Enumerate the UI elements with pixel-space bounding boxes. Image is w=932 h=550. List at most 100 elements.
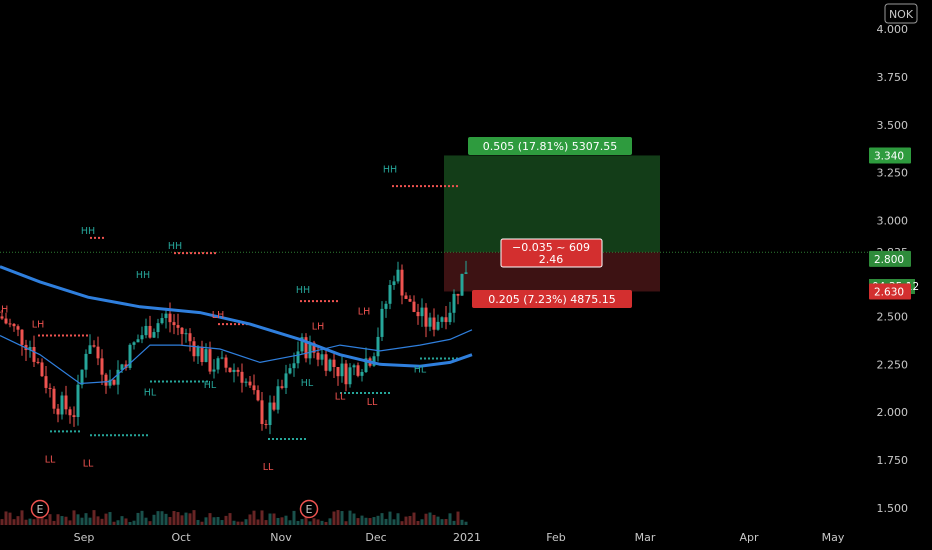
candle-body[interactable] xyxy=(8,323,12,325)
earnings-marker[interactable] xyxy=(299,499,319,519)
earnings-marker[interactable] xyxy=(30,499,50,519)
candle-body[interactable] xyxy=(420,307,424,317)
candle-body[interactable] xyxy=(256,390,260,401)
candle-body[interactable] xyxy=(88,345,92,354)
candle-body[interactable] xyxy=(336,367,340,377)
candle-body[interactable] xyxy=(432,317,436,330)
candle-body[interactable] xyxy=(320,354,324,360)
candle-body[interactable] xyxy=(0,316,4,319)
candle-body[interactable] xyxy=(156,323,160,333)
candle-body[interactable] xyxy=(32,346,36,362)
candle-body[interactable] xyxy=(444,317,448,323)
candle-body[interactable] xyxy=(308,342,312,359)
time-axis[interactable]: Sep Oct Nov Dec 2021 Feb Mar Apr May xyxy=(74,531,845,544)
candle-body[interactable] xyxy=(352,365,356,368)
candle-body[interactable] xyxy=(232,369,236,373)
candle-body[interactable] xyxy=(212,369,216,372)
candle-body[interactable] xyxy=(136,339,140,343)
candle-body[interactable] xyxy=(300,337,304,352)
candle-body[interactable] xyxy=(376,336,380,357)
candle-body[interactable] xyxy=(20,329,24,345)
candle-body[interactable] xyxy=(68,409,72,416)
candle-body[interactable] xyxy=(200,346,204,362)
candle-body[interactable] xyxy=(280,386,284,388)
candle-body[interactable] xyxy=(184,333,188,335)
candle-body[interactable] xyxy=(92,345,96,347)
candle-body[interactable] xyxy=(148,325,152,338)
candle-body[interactable] xyxy=(220,357,224,359)
candle-body[interactable] xyxy=(248,381,252,386)
position-zones[interactable] xyxy=(0,155,868,292)
candle-body[interactable] xyxy=(100,358,104,375)
candle-body[interactable] xyxy=(236,369,240,372)
candle-body[interactable] xyxy=(80,369,84,385)
candle-body[interactable] xyxy=(312,342,316,353)
candle-body[interactable] xyxy=(224,357,228,368)
candle-body[interactable] xyxy=(152,332,156,338)
candle-body[interactable] xyxy=(348,367,352,385)
candle-body[interactable] xyxy=(296,351,300,364)
candle-body[interactable] xyxy=(60,395,64,415)
candle-body[interactable] xyxy=(144,325,148,336)
candle-body[interactable] xyxy=(328,359,332,371)
candle-body[interactable] xyxy=(56,408,60,415)
candle-body[interactable] xyxy=(44,376,48,388)
candle-body[interactable] xyxy=(244,381,248,383)
candle-body[interactable] xyxy=(448,312,452,323)
candle-body[interactable] xyxy=(316,352,320,360)
candle-body[interactable] xyxy=(216,358,220,370)
candle-body[interactable] xyxy=(176,325,180,328)
candle-body[interactable] xyxy=(324,354,328,371)
candle-body[interactable] xyxy=(404,295,408,299)
candle-body[interactable] xyxy=(304,337,308,359)
candle-body[interactable] xyxy=(284,373,288,388)
candle-body[interactable] xyxy=(36,361,40,363)
candle-body[interactable] xyxy=(140,335,144,340)
candle-body[interactable] xyxy=(272,402,276,410)
candle-body[interactable] xyxy=(116,369,120,385)
candle-body[interactable] xyxy=(180,327,184,335)
candle-body[interactable] xyxy=(228,367,232,373)
candle-body[interactable] xyxy=(28,346,32,351)
candle-body[interactable] xyxy=(132,342,136,345)
candle-body[interactable] xyxy=(288,368,292,374)
candle-body[interactable] xyxy=(112,379,116,385)
candle-body[interactable] xyxy=(192,341,196,357)
candle-body[interactable] xyxy=(12,323,16,327)
candle-body[interactable] xyxy=(388,285,392,304)
candle-body[interactable] xyxy=(252,385,256,391)
candle-body[interactable] xyxy=(268,402,272,426)
candle-body[interactable] xyxy=(460,273,464,296)
candle-body[interactable] xyxy=(360,372,364,376)
candle-body[interactable] xyxy=(160,318,164,324)
candle-body[interactable] xyxy=(452,293,456,313)
candle-body[interactable] xyxy=(208,349,212,372)
target-label-bg[interactable] xyxy=(468,137,632,155)
candle-body[interactable] xyxy=(76,384,80,418)
candle-body[interactable] xyxy=(4,318,8,324)
candle-body[interactable] xyxy=(40,362,44,377)
target-zone[interactable] xyxy=(444,155,660,253)
candle-body[interactable] xyxy=(188,333,192,342)
candle-body[interactable] xyxy=(424,307,428,327)
candle-body[interactable] xyxy=(456,293,460,296)
candle-body[interactable] xyxy=(260,400,264,424)
candle-body[interactable] xyxy=(16,326,20,330)
candle-body[interactable] xyxy=(204,349,208,362)
candle-body[interactable] xyxy=(276,386,280,410)
candle-body[interactable] xyxy=(400,269,404,296)
candle-body[interactable] xyxy=(440,317,444,322)
candle-body[interactable] xyxy=(64,395,68,410)
candle-body[interactable] xyxy=(84,353,88,370)
candle-body[interactable] xyxy=(240,371,244,383)
candle-body[interactable] xyxy=(52,388,56,409)
candle-body[interactable] xyxy=(392,281,396,286)
candle-body[interactable] xyxy=(372,356,376,366)
candle-body[interactable] xyxy=(264,423,268,426)
candle-body[interactable] xyxy=(384,303,388,309)
candle-body[interactable] xyxy=(168,313,172,323)
candle-body[interactable] xyxy=(96,346,100,359)
